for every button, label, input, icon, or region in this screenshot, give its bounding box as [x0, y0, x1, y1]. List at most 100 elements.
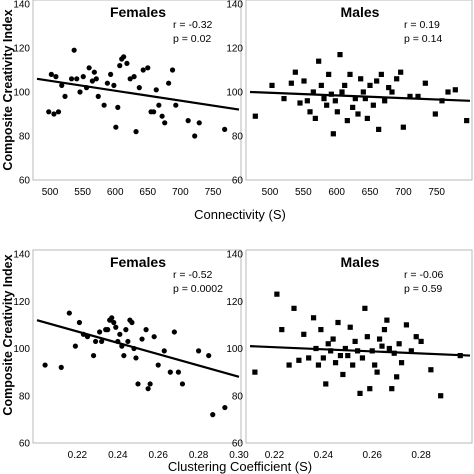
x-tick-label: 0.28	[189, 450, 209, 461]
panel-frame	[32, 249, 242, 444]
y-tick-label: 140	[13, 250, 30, 261]
data-point	[439, 98, 445, 104]
panel-females-clustering: Females r = -0.52 p = 0.0002 60 80 100 120 140 0…	[13, 249, 249, 461]
panel-males-connectivity: Males r = 0.19 p = 0.14 60 80 100 120 140 500 550…	[226, 0, 473, 198]
x-tick-label: 500	[42, 187, 59, 198]
data-point	[159, 113, 165, 119]
data-point	[74, 76, 80, 82]
y-tick-label: 140	[226, 0, 243, 11]
data-point	[179, 381, 186, 387]
stat-p: p = 0.59	[404, 283, 442, 295]
data-point	[173, 102, 179, 108]
data-point	[252, 113, 258, 119]
x-tick-label: 0.28	[411, 450, 431, 461]
x-tick-label: 0.26	[148, 450, 168, 461]
data-point	[360, 89, 366, 95]
data-point	[123, 327, 129, 333]
data-point	[415, 93, 421, 99]
data-point	[445, 89, 451, 95]
stat-r: r = -0.32	[173, 19, 213, 31]
data-point	[310, 89, 316, 95]
stat-p: p = 0.02	[173, 33, 211, 45]
data-point	[384, 317, 390, 323]
data-point	[357, 390, 363, 396]
data-point	[210, 412, 216, 418]
data-point	[111, 82, 117, 88]
data-point	[335, 319, 341, 326]
x-tick-label: 700	[395, 187, 412, 198]
panel-frame	[245, 249, 473, 444]
data-point	[169, 67, 176, 73]
data-point	[139, 336, 145, 342]
data-point	[386, 85, 392, 91]
x-tick-label: 0.24	[108, 450, 128, 461]
x-tick-label: 750	[428, 187, 445, 198]
data-point	[222, 404, 228, 411]
data-point	[396, 341, 402, 347]
data-point	[394, 76, 400, 82]
data-point	[339, 89, 345, 95]
data-point	[301, 331, 307, 337]
data-point	[76, 319, 83, 326]
data-point	[438, 393, 444, 399]
data-point	[124, 60, 130, 66]
data-point	[337, 352, 344, 359]
trend-line	[36, 77, 240, 111]
data-point	[350, 104, 356, 110]
x-tick-label: 0.30	[229, 450, 249, 461]
data-point	[408, 348, 414, 354]
x-tick-label: 600	[107, 187, 124, 198]
data-point	[166, 80, 172, 86]
panel-title: Males	[341, 4, 380, 20]
data-point	[140, 67, 146, 73]
data-point	[413, 334, 419, 340]
y-tick-label: 100	[13, 344, 30, 355]
data-point	[175, 369, 181, 375]
data-point	[306, 355, 312, 361]
data-point	[457, 352, 463, 359]
data-point	[104, 80, 110, 86]
data-point	[86, 65, 92, 71]
data-point	[93, 76, 99, 82]
data-point	[291, 305, 297, 311]
y-axis-label-top: Composite Creativity Index	[1, 9, 15, 170]
data-point	[464, 118, 470, 124]
data-point	[196, 120, 202, 126]
stat-r: r = -0.52	[173, 269, 213, 281]
data-point	[330, 336, 336, 342]
data-point	[72, 343, 78, 349]
x-tick-label: 0.24	[314, 450, 334, 461]
data-point	[269, 82, 275, 88]
data-point	[296, 357, 302, 363]
data-point	[151, 109, 157, 115]
data-point	[288, 80, 294, 86]
data-point	[136, 85, 142, 91]
data-point	[318, 327, 324, 333]
data-point	[354, 348, 361, 354]
data-point	[367, 82, 373, 88]
x-axis-label-bottom: Clustering Coefficient (S)	[168, 459, 312, 474]
data-point	[347, 71, 353, 77]
data-point	[83, 85, 90, 91]
data-point	[99, 338, 105, 345]
data-point	[398, 360, 405, 366]
data-point	[95, 93, 101, 99]
data-point	[51, 111, 57, 117]
y-tick-label: 80	[232, 391, 244, 402]
x-tick-label: 0.22	[68, 450, 88, 461]
data-point	[58, 364, 64, 370]
data-point	[62, 93, 68, 99]
x-tick-label: 550	[74, 187, 91, 198]
data-point	[344, 118, 350, 124]
stat-p: p = 0.14	[404, 33, 442, 45]
data-point	[337, 52, 343, 58]
x-tick-label: 550	[295, 187, 312, 198]
data-point	[325, 341, 331, 347]
data-point	[320, 355, 326, 361]
data-point	[403, 322, 410, 328]
data-point	[374, 369, 380, 375]
x-tick-label: 500	[262, 187, 279, 198]
data-point	[382, 98, 388, 104]
y-tick-label: 80	[19, 132, 31, 143]
